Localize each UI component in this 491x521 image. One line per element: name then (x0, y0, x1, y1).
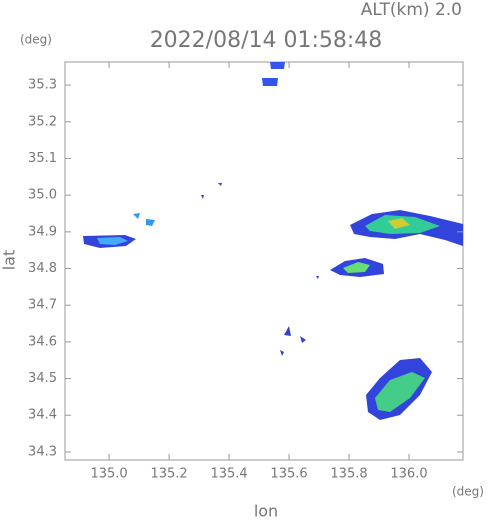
y-tick-label: 34.5 (28, 371, 57, 386)
plot-frame (64, 61, 464, 461)
y-tick-label: 34.6 (28, 334, 57, 349)
y-tick-label: 35.2 (28, 114, 57, 129)
echo (97, 237, 128, 245)
x-tick-label: 135.2 (150, 467, 187, 482)
x-tick-label: 136.0 (390, 467, 427, 482)
y-tick-label: 35.0 (28, 188, 57, 203)
x-tick-label: 135.0 (90, 467, 127, 482)
y-tick-label: 34.3 (28, 444, 57, 459)
echo (343, 262, 370, 273)
echo (388, 218, 410, 229)
echo (280, 276, 319, 356)
altitude: ALT(km) 2.0 (361, 0, 462, 20)
y-tick-label: 34.7 (28, 298, 57, 313)
y-tick-label: 34.4 (28, 408, 57, 423)
y-tick-label: 35.3 (28, 78, 57, 93)
y-unit: (deg) (20, 33, 52, 47)
y-tick-label: 34.8 (28, 261, 57, 276)
chart-title: 2022/08/14 01:58:48 (150, 28, 383, 53)
echo (375, 372, 425, 412)
y-tick-label: 34.9 (28, 224, 57, 239)
x-tick-label: 135.6 (270, 467, 307, 482)
x-tick-label: 135.4 (210, 467, 247, 482)
x-unit: (deg) (452, 485, 484, 499)
echo (133, 213, 155, 226)
echo (201, 183, 222, 199)
echo (262, 62, 285, 86)
y-tick-label: 35.1 (28, 151, 57, 166)
x-tick-label: 135.8 (330, 467, 367, 482)
echoes (83, 62, 463, 420)
y-axis-label: lat (0, 250, 19, 271)
x-axis-label: lon (254, 502, 278, 521)
